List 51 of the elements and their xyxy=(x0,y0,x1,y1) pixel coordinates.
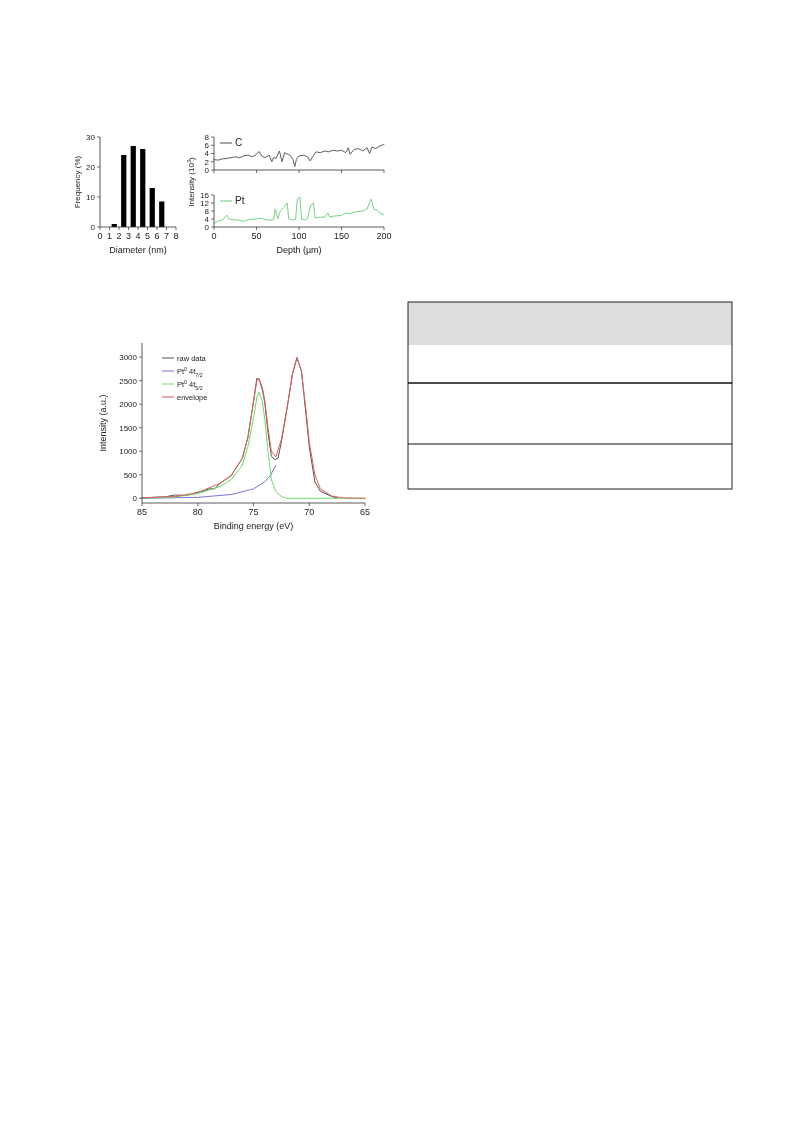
x-axis-title: Diameter (nm) xyxy=(109,245,167,255)
y-tick-label: 10 xyxy=(86,192,96,202)
y-tick-label: 1000 xyxy=(119,447,138,457)
y-tick-label: 0 xyxy=(90,222,96,232)
x-tick-label: 5 xyxy=(144,231,151,241)
legend-label: Pt xyxy=(235,195,245,206)
y-tick-label: 3000 xyxy=(119,352,138,362)
y-tick-label: 20 xyxy=(86,162,96,172)
x-tick-label: 8 xyxy=(173,231,179,241)
bar xyxy=(130,146,136,227)
y-tick-label: 1500 xyxy=(119,423,138,433)
x-tick-label: 200 xyxy=(376,231,392,241)
x-tick-label: 85 xyxy=(136,507,148,517)
x-tick-label: 80 xyxy=(192,507,203,517)
x-tick-label: 75 xyxy=(248,507,259,517)
y-tick-label: 2000 xyxy=(119,400,138,410)
y-tick-label: 0 xyxy=(204,165,210,175)
x-tick-label: 70 xyxy=(304,507,315,517)
y-tick-label: 0 xyxy=(132,494,138,504)
x-tick-label: 50 xyxy=(251,231,262,241)
bar xyxy=(149,188,155,227)
x-tick-label: 150 xyxy=(333,231,350,241)
x-tick-label: 7 xyxy=(163,231,170,241)
bar xyxy=(159,201,165,227)
x-tick-label: 65 xyxy=(359,507,371,517)
y-tick-label: 8 xyxy=(204,206,210,216)
bar xyxy=(140,149,146,227)
y-tick-label: 2500 xyxy=(119,376,138,386)
y-tick-label: 16 xyxy=(200,190,210,200)
y-axis-title: Frequency (%) xyxy=(73,155,82,209)
x-axis-title: Binding energy (eV) xyxy=(213,521,294,531)
x-tick-label: 6 xyxy=(154,231,160,241)
x-tick-label: 100 xyxy=(291,231,307,241)
bar xyxy=(121,155,127,227)
y-tick-label: 2 xyxy=(204,157,210,167)
x-tick-label: 1 xyxy=(106,231,113,241)
y-tick-label: 0 xyxy=(204,222,210,232)
y-tick-label: 30 xyxy=(86,132,96,142)
line-series xyxy=(213,196,385,224)
y-tick-label: 12 xyxy=(200,198,210,208)
y-tick-label: 6 xyxy=(204,141,210,151)
y-tick-label: 4 xyxy=(204,149,210,159)
x-tick-label: 0 xyxy=(211,231,217,241)
y-tick-label: 8 xyxy=(204,132,210,142)
y-axis-title: Intensity (a.u.) xyxy=(98,394,108,452)
x-axis-title: Depth (µm) xyxy=(276,245,322,255)
x-tick-label: 3 xyxy=(125,231,132,241)
y-tick-label: 500 xyxy=(123,470,138,480)
x-tick-label: 0 xyxy=(97,231,103,241)
legend-label: C xyxy=(235,137,243,148)
y-tick-label: 4 xyxy=(204,214,210,224)
